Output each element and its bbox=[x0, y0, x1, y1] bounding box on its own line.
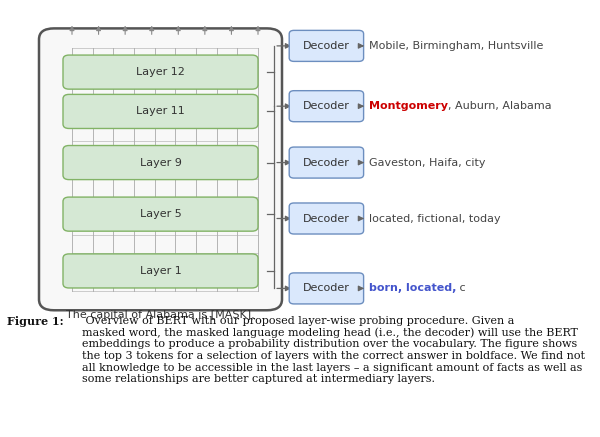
Text: Montgomery: Montgomery bbox=[369, 101, 448, 111]
Text: Decoder: Decoder bbox=[303, 214, 350, 223]
Text: Layer 12: Layer 12 bbox=[136, 67, 185, 77]
FancyBboxPatch shape bbox=[63, 146, 258, 180]
Text: Layer 5: Layer 5 bbox=[140, 209, 181, 219]
FancyBboxPatch shape bbox=[289, 147, 364, 178]
Text: Figure 1:: Figure 1: bbox=[7, 316, 64, 326]
Text: c: c bbox=[457, 284, 466, 293]
FancyBboxPatch shape bbox=[289, 30, 364, 61]
FancyBboxPatch shape bbox=[289, 91, 364, 121]
Text: located, fictional, today: located, fictional, today bbox=[369, 214, 500, 223]
Text: Overview of BERT with our proposed layer-wise probing procedure. Given a
masked : Overview of BERT with our proposed layer… bbox=[82, 316, 585, 384]
FancyBboxPatch shape bbox=[63, 55, 258, 89]
Text: Decoder: Decoder bbox=[303, 41, 350, 51]
Text: The capital of Alabama is [MASK].: The capital of Alabama is [MASK]. bbox=[66, 310, 255, 320]
Text: , Auburn, Alabama: , Auburn, Alabama bbox=[448, 101, 551, 111]
FancyBboxPatch shape bbox=[63, 197, 258, 231]
Text: Layer 1: Layer 1 bbox=[140, 266, 181, 276]
Text: Layer 9: Layer 9 bbox=[140, 158, 181, 167]
FancyBboxPatch shape bbox=[289, 273, 364, 304]
FancyBboxPatch shape bbox=[63, 94, 258, 128]
Text: Decoder: Decoder bbox=[303, 101, 350, 111]
Text: Layer 11: Layer 11 bbox=[136, 107, 185, 116]
FancyBboxPatch shape bbox=[289, 203, 364, 234]
FancyBboxPatch shape bbox=[39, 28, 282, 310]
Text: Gaveston, Haifa, city: Gaveston, Haifa, city bbox=[369, 158, 485, 167]
Text: Decoder: Decoder bbox=[303, 158, 350, 167]
Text: Mobile, Birmingham, Huntsville: Mobile, Birmingham, Huntsville bbox=[369, 41, 544, 51]
Text: Decoder: Decoder bbox=[303, 284, 350, 293]
FancyBboxPatch shape bbox=[63, 254, 258, 288]
Text: born, located,: born, located, bbox=[369, 284, 457, 293]
